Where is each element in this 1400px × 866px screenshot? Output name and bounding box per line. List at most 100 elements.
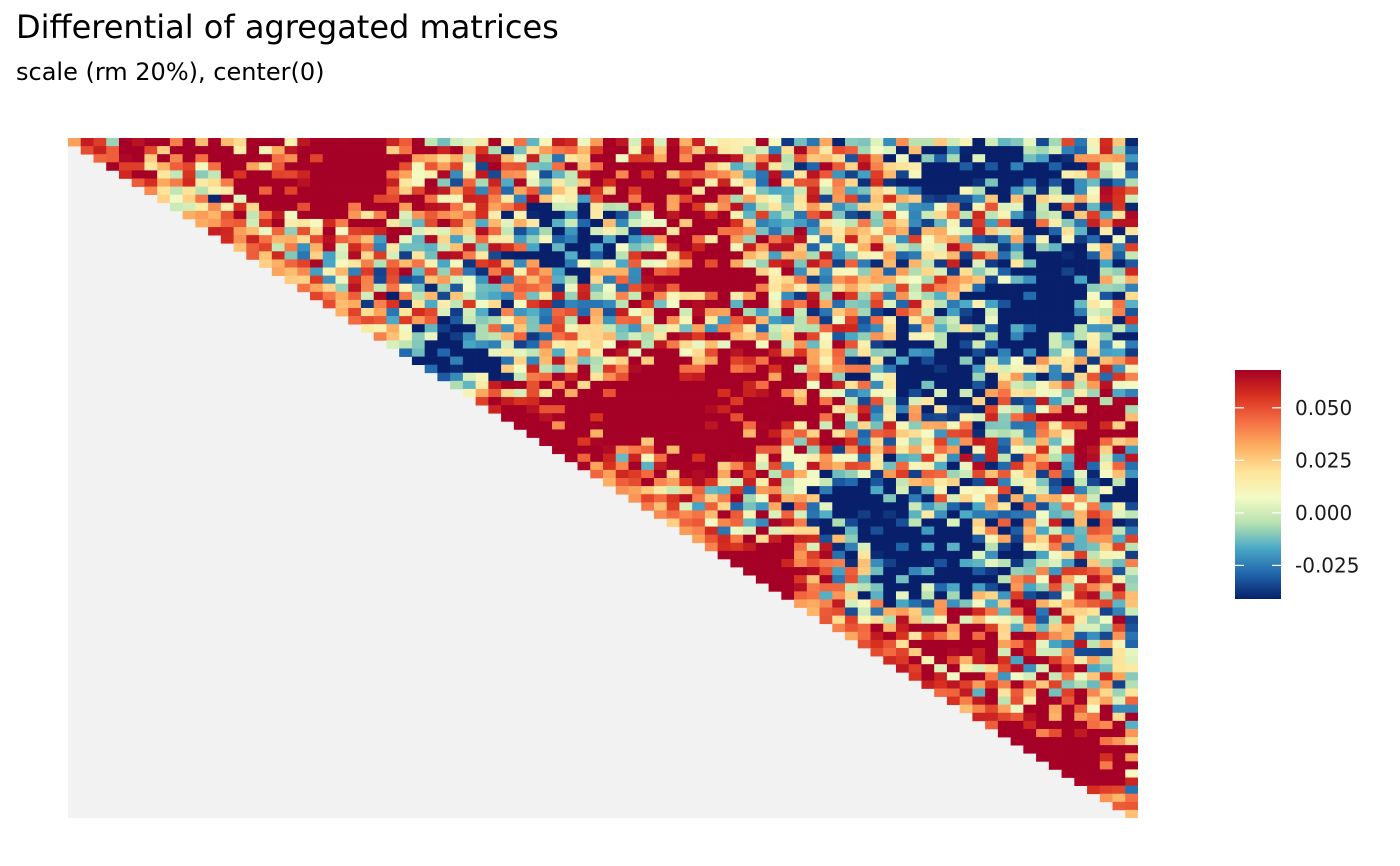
heatmap-cell [195,154,209,163]
heatmap-cell [883,348,897,357]
heatmap-cell [1087,251,1101,260]
heatmap-cell [1112,518,1126,527]
heatmap-cell [883,607,897,616]
heatmap-cell [411,138,426,147]
heatmap-cell [806,348,820,357]
heatmap-cell [704,518,718,527]
heatmap-cell [883,186,897,196]
heatmap-cell [717,397,731,406]
heatmap-cell [857,526,871,536]
heatmap-cell [997,704,1011,714]
heatmap-cell [768,567,782,576]
heatmap-cell [666,356,680,366]
heatmap-cell [895,591,910,600]
heatmap-cell [755,421,769,430]
heatmap-cell [934,502,948,511]
heatmap-cell [1099,202,1113,212]
heatmap-cell [883,202,897,212]
heatmap-cell [1010,267,1024,276]
heatmap-cell [513,397,527,406]
heatmap-cell [1125,291,1138,301]
heatmap-cell [564,405,578,414]
heatmap-cell [883,623,897,633]
heatmap-cell [895,178,910,187]
heatmap-cell [781,453,795,463]
heatmap-cell [730,405,744,414]
heatmap-cell [386,170,400,179]
heatmap-cell [424,259,438,268]
heatmap-cell [1112,769,1126,778]
heatmap-cell [997,405,1011,414]
heatmap-cell [1125,413,1138,422]
heatmap-cell [1048,348,1062,357]
heatmap-cell [883,534,897,544]
heatmap-cell [857,210,871,220]
heatmap-cell [233,235,247,244]
heatmap-cell [794,308,808,317]
heatmap-cell [895,267,910,276]
heatmap-cell [1048,494,1062,503]
heatmap-cell [653,291,668,301]
heatmap-cell [717,534,731,544]
heatmap-cell [883,267,897,276]
heatmap-cell [794,494,808,503]
heatmap-cell [895,291,910,301]
heatmap-cell [679,299,693,309]
heatmap-cell [781,397,795,406]
heatmap-cell [641,356,655,366]
heatmap-cell [934,202,948,212]
heatmap-cell [985,251,999,260]
heatmap-cell [628,372,642,382]
heatmap-cell [1099,267,1113,276]
heatmap-cell [1099,259,1113,268]
heatmap-cell [755,267,769,276]
heatmap-cell [603,388,617,398]
heatmap-cell [997,615,1011,625]
heatmap-cell [1010,453,1024,463]
heatmap-cell [717,380,731,390]
heatmap-cell [1036,478,1050,487]
heatmap-cell [997,259,1011,268]
heatmap-cell [934,534,948,544]
heatmap-cell [1099,372,1113,382]
heatmap-cell [195,210,209,220]
heatmap-cell [1087,607,1101,616]
heatmap-cell [997,599,1011,608]
heatmap-cell [895,623,910,633]
heatmap-cell [603,445,617,455]
heatmap-cell [972,146,986,155]
heatmap-cell [475,380,489,390]
heatmap-cell [628,170,642,179]
heatmap-cell [717,413,731,422]
heatmap-cell [1048,186,1062,196]
heatmap-cell [755,138,769,147]
heatmap-cell [1036,607,1050,616]
heatmap-cell [794,478,808,487]
heatmap-cell [513,308,527,317]
heatmap-cell [653,332,668,341]
heatmap-cell [603,348,617,357]
heatmap-cell [717,283,731,293]
heatmap-cell [730,364,744,374]
heatmap-cell [1087,324,1101,333]
heatmap-cell [921,494,935,503]
heatmap-cell [1061,486,1075,495]
heatmap-cell [883,413,897,422]
heatmap-cell [1112,340,1126,349]
heatmap-cell [870,388,884,398]
heatmap-cell [768,575,782,584]
heatmap-cell [208,218,222,228]
heatmap-cell [794,299,808,309]
heatmap-cell [1087,502,1101,511]
heatmap-cell [1048,421,1062,430]
heatmap-cell [743,380,757,390]
heatmap-cell [781,388,795,398]
heatmap-cell [845,267,859,276]
heatmap-cell [462,170,476,179]
heatmap-cell [666,186,680,196]
heatmap-cell [513,202,527,212]
heatmap-cell [946,291,961,301]
heatmap-cell [768,235,782,244]
heatmap-cell [819,494,833,503]
heatmap-cell [946,308,961,317]
